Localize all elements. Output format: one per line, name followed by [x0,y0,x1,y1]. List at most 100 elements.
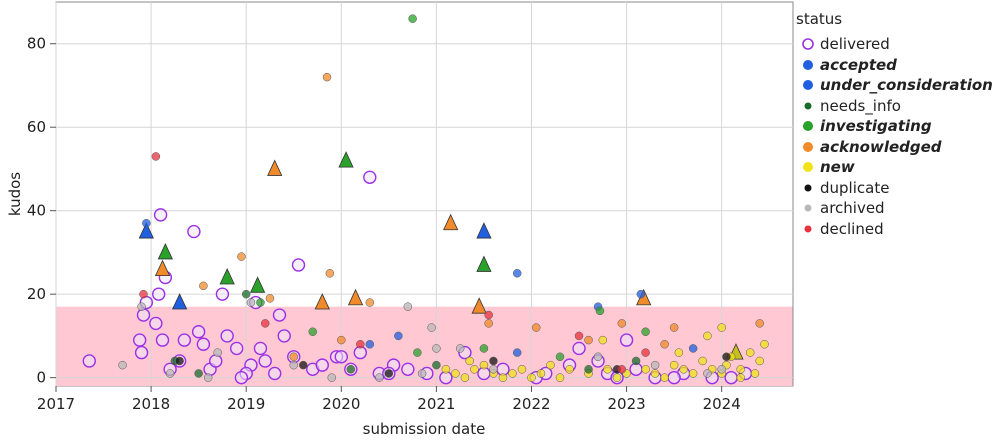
point-delivered [134,345,149,360]
y-tick-label: 40 [27,202,46,220]
point-new [536,369,546,378]
point-new [546,360,555,370]
point-acknowledged [660,340,669,349]
legend-marker-icon [796,140,820,154]
legend-label: under_consideration [820,76,993,95]
point-investigating [308,327,318,336]
legend-marker-icon [796,201,820,215]
point-delivered [220,329,234,343]
point-investigating-triangle [249,276,266,293]
point-acknowledged [289,352,298,362]
legend-item-accepted: accepted [796,55,996,76]
point-acknowledged-triangle [314,293,330,310]
point-acknowledged [322,72,332,82]
point-acknowledged [755,319,764,328]
point-acknowledged [669,323,679,332]
point-acknowledged [365,298,375,307]
point-delivered [291,258,306,272]
point-investigating [555,352,565,362]
point-archived [593,352,603,362]
point-duplicate [175,356,184,366]
point-declined [260,319,270,328]
point-needs_info [432,360,441,370]
point-archived [455,344,465,353]
point-delivered [258,354,272,368]
point-duplicate [489,356,498,366]
x-tick-label: 2020 [322,395,360,413]
point-delivered [229,341,244,356]
point-new [760,340,769,349]
point-duplicate [722,352,731,362]
point-declined [139,289,148,299]
y-axis-ticks: 0 20 40 60 80 [27,35,56,387]
point-acknowledged [237,252,246,261]
point-delivered [153,208,168,222]
point-accepted [171,293,188,310]
point-needs_info [241,289,251,299]
point-acknowledged [337,335,346,345]
point-delivered [191,325,206,339]
point-acknowledged [325,269,335,278]
legend-marker-icon [796,222,820,236]
point-archived [289,360,298,370]
point-archived [650,360,660,370]
point-new [598,335,608,345]
legend-title: status [796,10,843,28]
point-acknowledged-triangle [443,213,459,231]
legend-label: declined [820,219,884,238]
point-investigating [408,14,417,23]
point-delivered [268,366,282,381]
point-new [736,365,745,374]
point-accepted [476,222,492,239]
point-delivered [136,308,151,322]
point-acknowledged [531,323,541,332]
point-new [679,365,688,374]
point-delivered [619,333,634,347]
legend-item-acknowledged: acknowledged [796,137,996,158]
point-archived [703,369,712,378]
legend-item-delivered: delivered [796,34,996,55]
point-under_consideration [636,289,646,299]
x-tick-label: 2017 [37,395,75,413]
point-delivered [272,308,287,322]
x-axis-ticks: 2017 2018 2019 2020 2021 2022 2023 2024 [37,386,741,413]
point-archived [213,348,222,357]
point-new [745,348,755,357]
point-delivered [334,350,348,364]
point-accepted [138,222,154,239]
point-new [465,356,474,366]
point-new [527,373,536,382]
point-new [669,360,679,370]
legend-label: delivered [820,35,890,54]
point-acknowledged [484,319,493,328]
point-delivered [667,370,681,385]
point-delivered [149,316,163,331]
legend-label: acknowledged [820,137,942,156]
legend-marker-shape [804,204,812,212]
legend-item-investigating: investigating [796,116,996,137]
point-new [565,365,574,374]
point-declined [641,348,650,357]
grid-lines [55,2,793,386]
point-new [451,369,460,378]
point-investigating [256,298,265,307]
legend-item-new: new [796,157,996,178]
point-new [641,365,650,374]
point-delivered [315,358,329,372]
point-new [498,373,508,382]
point-archived [427,323,436,332]
point-needs_info [194,369,203,378]
point-new [674,348,684,357]
point-acknowledged-triangle [471,297,487,314]
x-axis-title: submission date [363,420,486,438]
legend-marker-icon [796,99,820,113]
legend-marker-shape [804,102,812,110]
legend-item-duplicate: duplicate [796,178,996,199]
y-axis-title: kudos [6,172,24,216]
point-new [603,365,612,374]
legend-label: archived [820,199,885,218]
point-delivered [572,341,586,356]
point-archived [165,369,175,378]
point-acknowledged-triangle [154,259,171,277]
